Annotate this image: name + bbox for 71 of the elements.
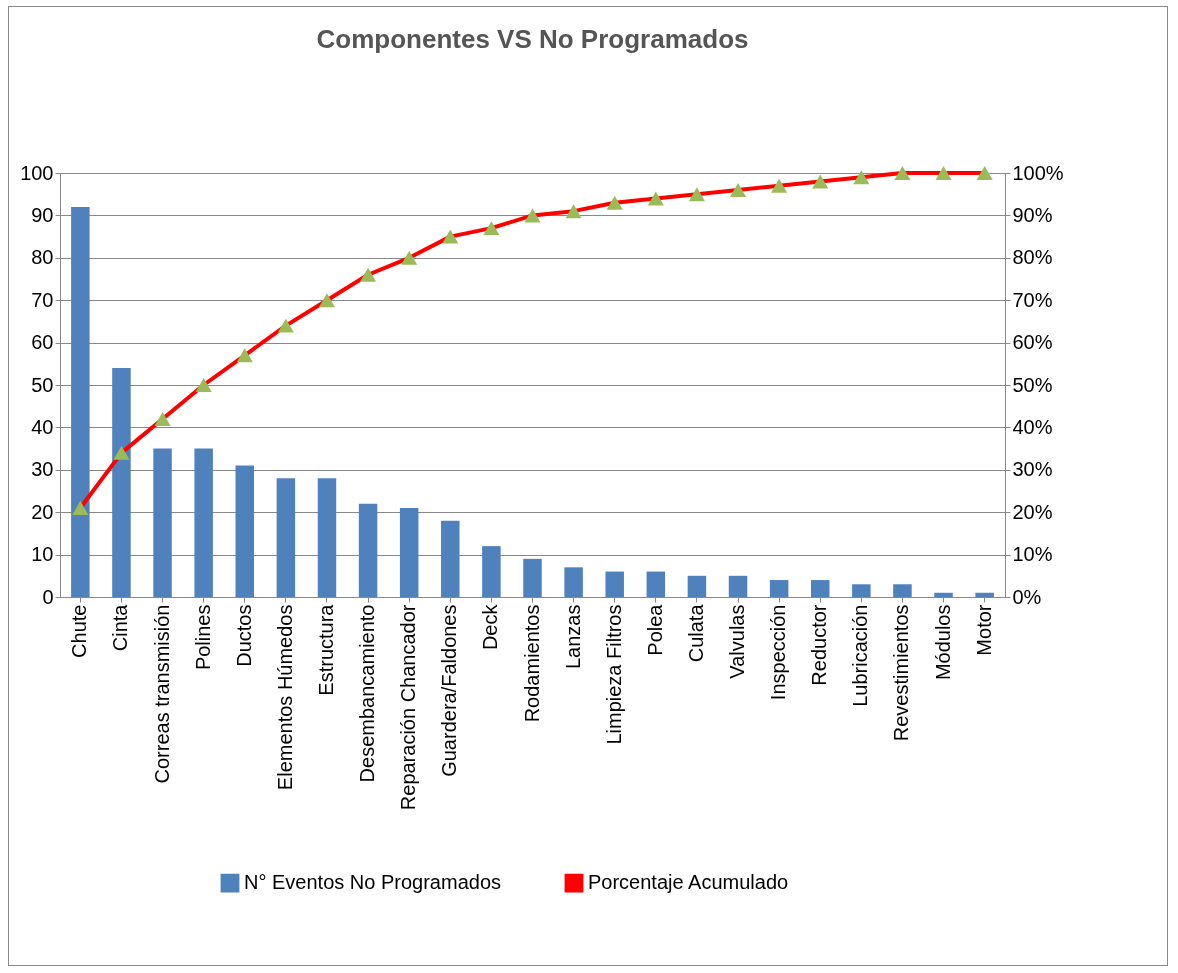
x-tick-label: Elementos Húmedos [273,604,296,791]
y-tick-label: 80 [31,246,54,269]
x-tick-label: Valvulas [726,604,749,679]
x-tick-label: Reductor [808,604,831,686]
y-tick-label: 10 [31,543,54,566]
y-tick-label: 0 [42,585,54,608]
legend-label: Porcentaje Acumulado [588,871,789,894]
bar [71,206,90,597]
bar [605,571,624,597]
bar [441,520,460,597]
x-tick-label: Reparación Chancador [397,604,420,811]
x-tick-label: Correas transmisión [150,604,173,784]
x-tick-label: Módulos [931,604,954,681]
x-tick-label: Ductos [232,604,255,667]
y-tick-label: 100 [20,161,54,184]
bar [153,448,172,597]
y2-tick-label: 70% [1012,288,1053,311]
bar [934,592,953,597]
x-tick-label: Guardera/Faldones [438,604,461,777]
y2-tick-label: 60% [1012,331,1053,354]
x-tick-label: Lubricación [849,604,872,707]
bar [564,567,583,597]
bar [852,584,871,597]
x-tick-label: Culata [684,603,707,663]
x-tick-label: Cinta [109,603,132,652]
x-tick-label: Inspección [767,604,790,701]
y-tick-label: 20 [31,500,54,523]
bar [523,558,542,597]
bar [810,580,830,597]
bar [276,478,296,597]
y2-tick-label: 100% [1012,161,1064,184]
y-tick-label: 60 [31,331,54,354]
y-tick-label: 30 [31,458,54,481]
x-tick-label: Polea [643,603,666,656]
bar [358,503,378,597]
y2-tick-label: 50% [1012,373,1053,396]
x-tick-label: Motor [972,604,995,656]
y2-tick-label: 80% [1012,246,1053,269]
x-tick-label: Rodamientos [520,604,543,723]
bar [482,546,501,597]
x-tick-label: Revestimientos [890,604,913,742]
y2-tick-label: 90% [1012,203,1053,226]
bar [194,448,213,597]
x-tick-label: Polines [191,604,214,671]
x-tick-label: Deck [479,603,502,651]
y-tick-label: 50 [31,373,54,396]
bar [399,507,419,597]
bar [235,465,255,597]
x-tick-label: Limpieza Filtros [602,604,625,745]
y2-tick-label: 20% [1012,500,1053,523]
y-tick-label: 90 [31,203,54,226]
bar [112,368,131,597]
y2-tick-label: 40% [1012,415,1053,438]
legend-label: N° Eventos No Programados [244,871,502,894]
bar [317,478,337,597]
x-tick-label: Chute [68,604,91,658]
y-tick-label: 40 [31,415,54,438]
x-tick-label: Estructura [314,603,337,696]
x-tick-label: Lanzas [561,604,584,669]
y2-tick-label: 0% [1012,585,1042,608]
bar [769,580,789,597]
y-tick-label: 70 [31,288,54,311]
x-tick-label: Desembancamiento [356,604,379,783]
bar [893,584,912,597]
bar [687,575,707,597]
y2-tick-label: 30% [1012,458,1053,481]
bar [646,571,666,597]
y2-tick-label: 10% [1012,543,1053,566]
chart-title: Componentes VS No Programados [316,24,749,54]
bar [975,592,994,597]
bar [728,575,748,597]
